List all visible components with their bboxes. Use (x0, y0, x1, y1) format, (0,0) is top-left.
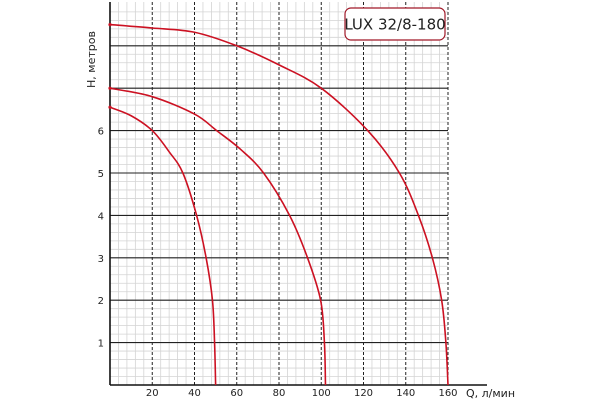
x-axis-label: Q, л/мин (466, 387, 515, 400)
y-tick-label: 3 (98, 254, 104, 265)
x-tick-label: 100 (312, 388, 331, 399)
major-grid (110, 2, 449, 385)
y-tick-label: 1 (98, 339, 104, 350)
curve-start-point (108, 86, 112, 90)
axes (109, 2, 487, 386)
x-tick-label: 160 (438, 388, 457, 399)
x-tick-label: 40 (188, 388, 201, 399)
title-box: LUX 32/8-180 (344, 7, 446, 41)
y-tick-label: 2 (98, 296, 104, 307)
tick-labels: 20 40 60 80 100 120 140 160 1 2 3 4 5 6 (98, 127, 458, 399)
x-tick-label: 20 (146, 388, 159, 399)
y-axis-label: H, метров (85, 31, 98, 88)
pump-curve-2 (109, 87, 327, 386)
curve-start-point (108, 105, 112, 109)
x-tick-label: 80 (273, 388, 286, 399)
y-tick-label: 4 (98, 211, 104, 222)
x-tick-label: 60 (230, 388, 243, 399)
x-tick-label: 140 (396, 388, 415, 399)
curve-start-point (108, 23, 112, 27)
x-tick-label: 120 (354, 388, 373, 399)
curves (108, 23, 449, 386)
y-tick-label: 6 (98, 127, 104, 138)
chart-title: LUX 32/8-180 (344, 16, 445, 34)
y-tick-label: 5 (98, 169, 104, 180)
minor-grid (110, 2, 448, 385)
pump-curve-1 (109, 23, 449, 386)
pump-curve-3 (109, 106, 217, 386)
